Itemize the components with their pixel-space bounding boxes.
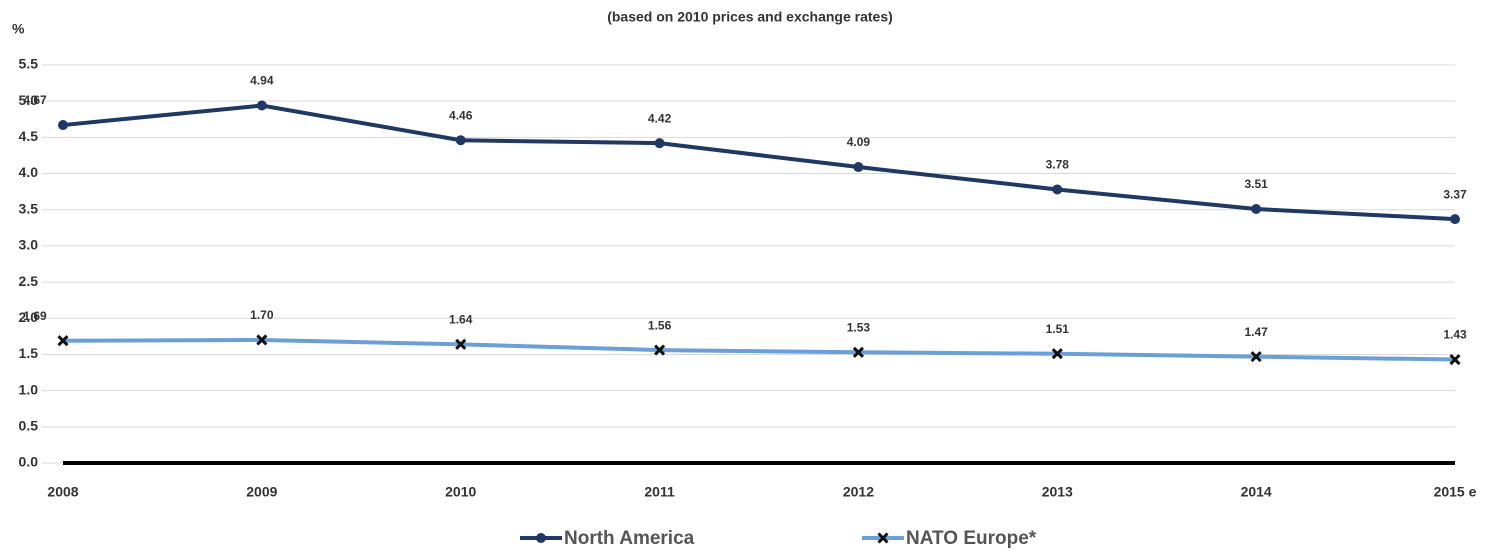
x-tick-label: 2010	[445, 484, 476, 500]
data-point	[654, 344, 666, 356]
x-tick-label: 2011	[644, 484, 675, 500]
data-point	[455, 135, 466, 146]
y-tick-label: 0.0	[19, 454, 39, 470]
data-label: 1.43	[1443, 328, 1467, 342]
y-axis-label: %	[12, 21, 25, 37]
y-tick-label: 3.5	[19, 200, 39, 216]
y-tick-label: 4.0	[19, 164, 39, 180]
data-point	[1449, 353, 1461, 366]
data-point	[1251, 204, 1262, 215]
data-label: 3.78	[1046, 158, 1070, 172]
data-label: 1.70	[250, 308, 274, 322]
data-label: 1.56	[648, 318, 672, 332]
y-tick-label: 0.5	[19, 418, 39, 434]
y-tick-label: 2.5	[19, 273, 39, 289]
data-label: 1.51	[1046, 322, 1070, 336]
legend-marker	[536, 533, 546, 543]
data-point	[852, 346, 864, 358]
data-point	[1450, 214, 1460, 225]
data-point	[57, 335, 69, 347]
data-label: 1.69	[23, 309, 47, 323]
data-point	[853, 162, 864, 173]
x-tick-label: 2014	[1241, 484, 1272, 500]
data-label: 3.37	[1443, 187, 1467, 201]
data-label: 4.94	[250, 74, 274, 88]
series-line	[62, 337, 1456, 362]
data-point	[58, 120, 68, 131]
data-point	[256, 100, 267, 111]
y-tick-label: 5.0	[19, 92, 39, 108]
data-label: 4.42	[648, 111, 672, 125]
y-tick-label: 4.5	[19, 128, 39, 144]
data-label: 4.67	[23, 93, 47, 107]
data-point	[1250, 351, 1262, 363]
series-line	[62, 103, 1456, 222]
data-point	[1051, 348, 1063, 360]
x-tick-label: 2009	[246, 484, 277, 500]
x-tick-label: 2012	[843, 484, 874, 500]
data-label: 1.47	[1244, 325, 1268, 339]
y-tick-label: 3.0	[19, 237, 39, 253]
data-point	[1052, 184, 1063, 195]
y-tick-label: 1.0	[19, 381, 39, 397]
legend-marker	[877, 532, 889, 544]
x-tick-label: 2008	[47, 484, 78, 500]
data-label: 1.53	[847, 320, 871, 334]
data-label: 1.64	[449, 312, 473, 326]
y-tick-label: 2.0	[19, 309, 39, 325]
data-label: 4.09	[847, 135, 871, 149]
chart-title: (based on 2010 prices and exchange rates…	[607, 9, 893, 25]
y-tick-label: 1.5	[19, 345, 39, 361]
data-point	[654, 138, 665, 149]
data-label: 4.46	[449, 108, 473, 122]
x-tick-label: 2015 e	[1434, 484, 1477, 500]
data-label: 3.51	[1244, 177, 1268, 191]
legend-label: North America	[564, 528, 695, 549]
legend-label: NATO Europe*	[906, 528, 1037, 549]
data-point	[256, 334, 268, 346]
y-tick-label: 5.5	[19, 56, 39, 72]
x-tick-label: 2013	[1042, 484, 1073, 500]
data-point	[455, 338, 467, 350]
